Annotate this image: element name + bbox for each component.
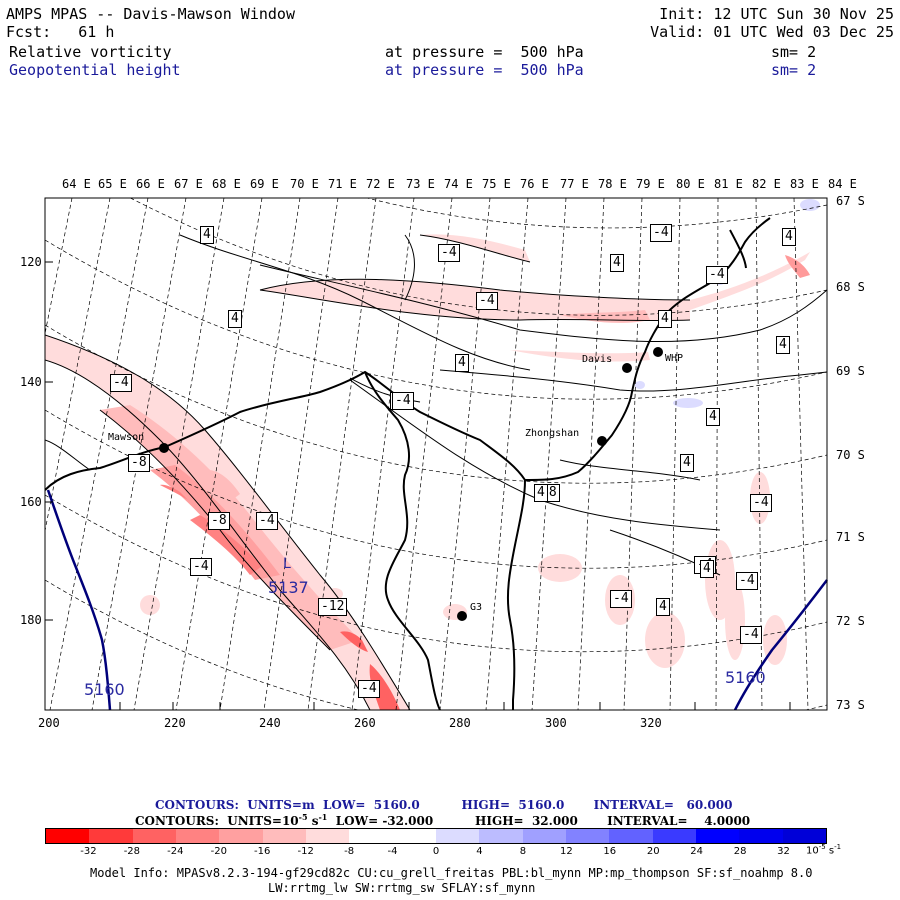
- vorticity-contours-caption: CONTOURS: UNITS=10-5 s-1 LOW= -32.000 HI…: [135, 812, 751, 828]
- station-zhongshan-dot: [597, 436, 607, 446]
- coastline: [45, 217, 771, 710]
- color-scale-tick-label: 28: [733, 846, 747, 857]
- color-scale-swatch: [132, 829, 176, 843]
- field1-smooth: sm= 2: [771, 43, 817, 61]
- height-contours: [46, 489, 828, 711]
- color-scale-tick-label: 4: [476, 846, 483, 857]
- height-contours-caption: CONTOURS: UNITS=m LOW= 5160.0 HIGH= 5160…: [155, 798, 733, 812]
- vorticity-map: [44, 197, 828, 711]
- color-scale-tick-label: 24: [690, 846, 704, 857]
- color-scale-tick-label: 0: [432, 846, 440, 857]
- color-scale-tick-label: -32: [80, 846, 97, 857]
- meridian-lines: [45, 198, 809, 710]
- color-scale-tick-label: 12: [559, 846, 573, 857]
- color-scale-tick-label: -20: [210, 846, 227, 857]
- station-g3-dot: [457, 611, 467, 621]
- color-scale-bar: [45, 828, 827, 844]
- color-scale-swatch: [46, 829, 90, 843]
- color-scale-swatch: [479, 829, 523, 843]
- color-scale-tick-label: 8: [519, 846, 527, 857]
- color-scale-swatch: [89, 829, 133, 843]
- valid-time: Valid: 01 UTC Wed 03 Dec 25: [650, 23, 894, 41]
- ice-shelf-outline: [349, 234, 421, 403]
- field1-level: at pressure = 500 hPa: [385, 43, 584, 61]
- color-scale-tick-label: -24: [167, 846, 184, 857]
- color-scale-swatch: [305, 829, 350, 843]
- color-scale-tick-label: 32: [777, 846, 790, 857]
- forecast-hour: Fcst: 61 h: [6, 23, 115, 41]
- color-scale-swatch: [522, 829, 566, 843]
- color-scale-labels: -32 -28 -24 -20 -16 -12 -8 -4 0 4 8 12 16 20 24 28 32: [0, 846, 900, 860]
- init-time: Init: 12 UTC Sun 30 Nov 25: [659, 5, 894, 23]
- color-scale-swatch: [782, 829, 826, 843]
- color-scale-tick-label: -28: [123, 846, 141, 857]
- color-scale-swatch: [219, 829, 263, 843]
- station-mawson-dot: [159, 443, 169, 453]
- color-scale-swatch: [739, 829, 783, 843]
- color-scale-swatch: [175, 829, 220, 843]
- color-scale-tick-label: -12: [297, 846, 314, 857]
- field2-name: Geopotential height: [9, 61, 181, 79]
- station-davis-dot: [622, 363, 632, 373]
- plot-frame: [44, 197, 828, 711]
- color-scale-swatch: [349, 829, 393, 843]
- color-scale-tick-label: -4: [387, 846, 398, 857]
- station-markers: [159, 347, 663, 621]
- color-scale-swatch: [695, 829, 740, 843]
- model-info-line1: Model Info: MPASv8.2.3-194-gf29cd82c CU:…: [90, 866, 813, 880]
- station-whp-dot: [653, 347, 663, 357]
- field1-name: Relative vorticity: [9, 43, 172, 61]
- shaded-vorticity: [45, 199, 820, 710]
- color-scale-swatch: [609, 829, 653, 843]
- field2-level: at pressure = 500 hPa: [385, 61, 584, 79]
- color-scale-tick-label: -8: [344, 846, 355, 857]
- color-scale-swatch: [652, 829, 696, 843]
- frame-ticks: [45, 261, 791, 710]
- color-scale-tick-label: 16: [603, 846, 617, 857]
- color-scale-swatch: [262, 829, 306, 843]
- field2-smooth: sm= 2: [771, 61, 817, 79]
- model-info-line2: LW:rrtmg_lw SW:rrtmg_sw SFLAY:sf_mynn: [268, 881, 536, 895]
- color-scale-tick-label: 20: [646, 846, 660, 857]
- color-scale-tick-label: -16: [254, 846, 271, 857]
- color-scale-swatch: [565, 829, 610, 843]
- color-scale-unit: 10-5 s-1: [806, 843, 842, 857]
- color-scale-swatch: [435, 829, 480, 843]
- map-title: AMPS MPAS -- Davis-Mawson Window: [6, 5, 295, 23]
- color-scale-swatch: [392, 829, 436, 843]
